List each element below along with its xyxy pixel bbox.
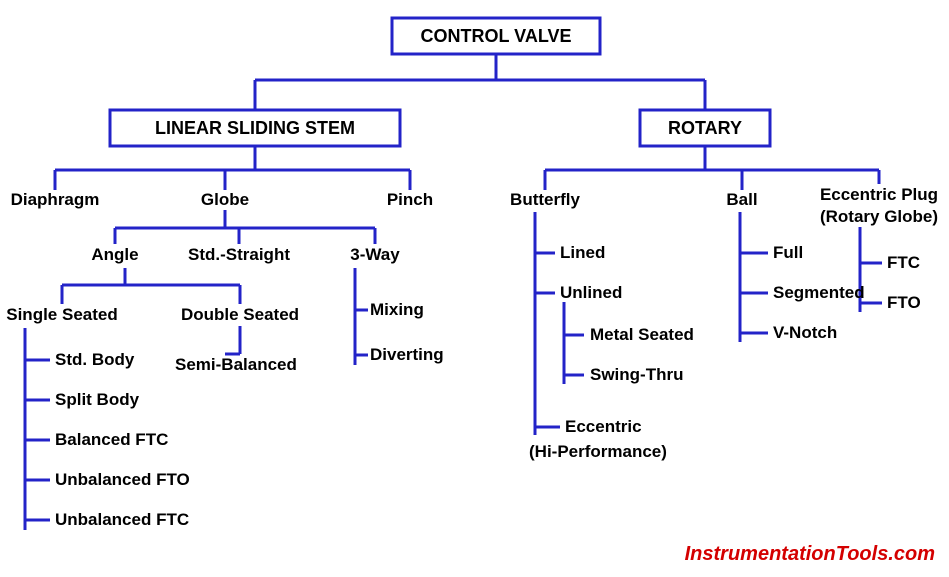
credit-text: InstrumentationTools.com xyxy=(685,543,935,565)
label-unbalfto: Unbalanced FTO xyxy=(55,470,190,489)
label-full: Full xyxy=(773,243,803,262)
label-stdstraight: Std.-Straight xyxy=(188,245,290,264)
label-diverting: Diverting xyxy=(370,345,444,364)
label-segmented: Segmented xyxy=(773,283,865,302)
label-unbalftc: Unbalanced FTC xyxy=(55,510,189,529)
label-fto: FTO xyxy=(887,293,921,312)
label-pinch: Pinch xyxy=(387,190,433,209)
label-threeway: 3-Way xyxy=(350,245,400,264)
label-butterfly: Butterfly xyxy=(510,190,580,209)
node-label-linear: LINEAR SLIDING STEM xyxy=(155,118,355,138)
label-stdbody: Std. Body xyxy=(55,350,135,369)
label-metals: Metal Seated xyxy=(590,325,694,344)
label-balftc: Balanced FTC xyxy=(55,430,168,449)
label-ball: Ball xyxy=(726,190,757,209)
label-angle: Angle xyxy=(91,245,138,264)
label-globe: Globe xyxy=(201,190,249,209)
label-diaphragm: Diaphragm xyxy=(11,190,100,209)
label-semi: Semi-Balanced xyxy=(175,355,297,374)
label-hiperf: (Hi-Performance) xyxy=(529,442,667,461)
label-ds: Double Seated xyxy=(181,305,299,324)
label-eccplug: Eccentric Plug xyxy=(820,185,938,204)
node-label-rotary: ROTARY xyxy=(668,118,742,138)
label-vnotch: V-Notch xyxy=(773,323,837,342)
label-unlined: Unlined xyxy=(560,283,622,302)
label-ftc: FTC xyxy=(887,253,920,272)
label-ss: Single Seated xyxy=(6,305,117,324)
label-eccentric: Eccentric xyxy=(565,417,642,436)
node-label-root: CONTROL VALVE xyxy=(420,26,571,46)
label-swing: Swing-Thru xyxy=(590,365,683,384)
label-splitbody: Split Body xyxy=(55,390,140,409)
label-rotglobe: (Rotary Globe) xyxy=(820,207,938,226)
label-lined: Lined xyxy=(560,243,605,262)
label-mixing: Mixing xyxy=(370,300,424,319)
